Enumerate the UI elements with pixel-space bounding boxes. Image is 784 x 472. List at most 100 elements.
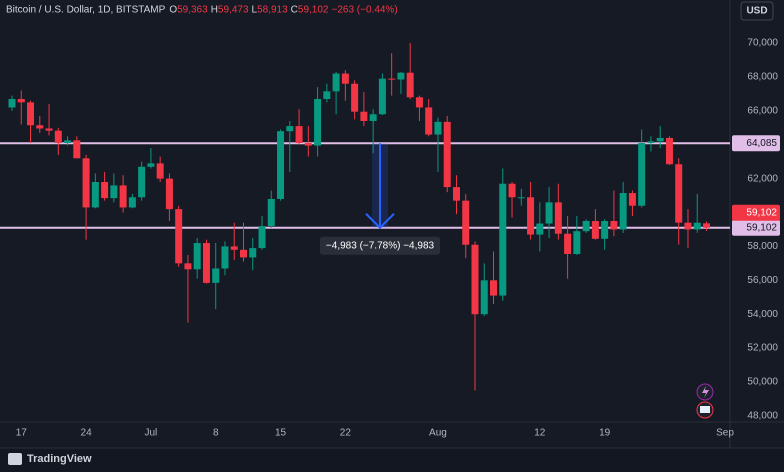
flag-glyph — [700, 406, 710, 413]
currency-button[interactable] — [740, 1, 774, 21]
legend-key: L — [252, 5, 258, 16]
candle-body — [610, 220, 618, 230]
candle-body — [443, 121, 451, 188]
candle-body — [415, 97, 423, 108]
y-tick-label: 54,000 — [747, 309, 778, 320]
candle-body — [184, 263, 192, 270]
ohlc-legend: O 59,363 H 59,473 L 58,913 C 59,102 −263 (−0.44%… — [169, 5, 397, 16]
candle-body — [490, 280, 498, 296]
y-tick-label: 68,000 — [747, 72, 778, 83]
legend-value: 58,913 — [257, 5, 288, 16]
y-tick-label: 52,000 — [747, 343, 778, 354]
candle-body — [277, 131, 285, 199]
y-tick-label: 62,000 — [747, 173, 778, 184]
candle-body — [27, 102, 35, 126]
candle-body — [138, 166, 146, 198]
legend-value: 59,102 — [298, 5, 329, 16]
y-tick-label: 50,000 — [747, 377, 778, 388]
candle-body — [406, 72, 414, 98]
candle-body — [82, 158, 90, 208]
candle-body — [267, 198, 275, 227]
y-tick-label: 56,000 — [747, 275, 778, 286]
x-tick-label: 19 — [599, 428, 611, 439]
candle-body — [323, 91, 331, 99]
candle-body — [397, 72, 405, 80]
candle-body — [647, 141, 655, 144]
last-price-tag — [732, 204, 780, 221]
x-tick-label: Jul — [145, 428, 158, 439]
price-tag-label: 64,085 — [746, 138, 777, 149]
y-tick-label: 48,000 — [747, 411, 778, 422]
candle-body — [110, 185, 118, 199]
footer-bar — [0, 448, 784, 472]
candle-body — [17, 98, 25, 103]
measure-label: −4,983 (−7.78%) −4,983 — [326, 240, 435, 251]
price-tag — [732, 219, 780, 236]
candle-body — [304, 143, 312, 146]
candle-body — [369, 114, 377, 122]
price-tag — [732, 135, 780, 152]
y-tick-label: 70,000 — [747, 38, 778, 49]
candle-body — [91, 182, 99, 208]
candle-body — [564, 233, 572, 255]
candle-body — [193, 243, 201, 270]
overlay: −4,983 (−7.78%) −4,983 — [319, 143, 441, 255]
candle-body — [628, 193, 636, 206]
y-tick-label: 66,000 — [747, 105, 778, 116]
candle-body — [156, 163, 164, 179]
legend-key: H — [211, 5, 218, 16]
candle-body — [591, 220, 599, 239]
legend-value: 59,473 — [218, 5, 249, 16]
candle-body — [36, 125, 44, 129]
candle-body — [295, 126, 303, 144]
candle-body — [573, 231, 581, 255]
candle-body — [147, 163, 155, 167]
legend-key: C — [291, 5, 298, 16]
candle-body — [165, 178, 173, 210]
candle-body — [480, 280, 488, 315]
candle-body — [675, 164, 683, 223]
x-tick-label: 22 — [340, 428, 352, 439]
candle-body — [73, 140, 81, 159]
candle-body — [693, 222, 701, 230]
x-tick-label: 15 — [275, 428, 287, 439]
candle-body — [508, 183, 516, 198]
candle-body — [434, 121, 442, 135]
x-tick-label: Sep — [716, 428, 734, 439]
candle-body — [452, 187, 460, 201]
candle-body — [462, 200, 470, 245]
candle-body — [230, 246, 238, 250]
plot-area — [0, 43, 730, 391]
candle-body — [258, 226, 266, 249]
candle-body — [332, 73, 340, 92]
candle-body — [240, 249, 247, 258]
x-tick-label: 8 — [213, 428, 219, 439]
price-tag-label: 59,102 — [746, 222, 777, 233]
candle-body — [545, 202, 553, 224]
candle-body — [341, 73, 349, 84]
legend-value: 59,363 — [177, 5, 208, 16]
candle-body — [425, 107, 433, 135]
currency-label[interactable]: USD — [746, 6, 767, 17]
candle-body — [378, 78, 386, 115]
candle-body — [45, 128, 53, 131]
candle-body — [554, 202, 562, 234]
candle-body — [517, 197, 525, 199]
legend-key: O — [169, 5, 177, 16]
candle-body — [619, 193, 627, 230]
candle-body — [54, 130, 62, 144]
candle-body — [212, 268, 220, 283]
candle-body — [684, 222, 692, 230]
candle-body — [582, 220, 590, 232]
measure-label-box — [319, 236, 441, 255]
candle-body — [638, 143, 646, 206]
chart-title: Bitcoin / U.S. Dollar, 1D, BITSTAMP — [6, 5, 166, 16]
candle-body — [499, 183, 507, 296]
candle-body — [249, 248, 257, 258]
lightning-glyph — [702, 386, 709, 398]
candle-body — [536, 223, 544, 235]
candle-body — [388, 78, 396, 80]
legend-change: −263 (−0.44%) — [332, 5, 398, 16]
brand-name: TradingView — [27, 453, 92, 465]
